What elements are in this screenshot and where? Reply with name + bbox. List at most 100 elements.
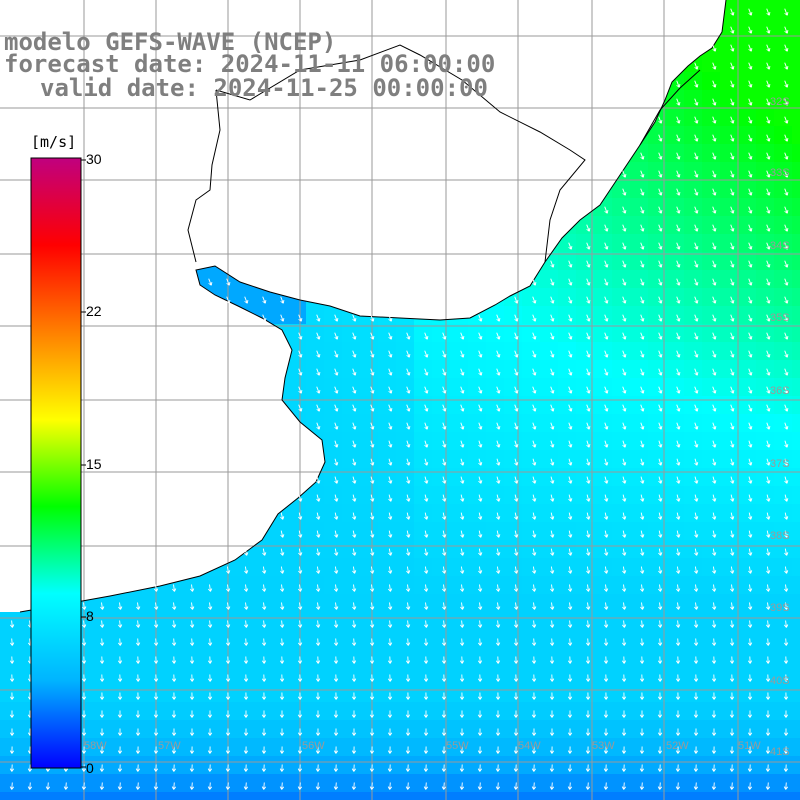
speed-cell xyxy=(486,576,504,594)
wind-arrow xyxy=(262,548,267,556)
speed-cell xyxy=(540,306,558,324)
speed-cell xyxy=(774,792,792,800)
speed-cell xyxy=(468,666,486,684)
wind-arrow xyxy=(81,710,87,718)
speed-cell xyxy=(648,522,666,540)
wind-arrow xyxy=(549,584,555,592)
wind-arrow xyxy=(262,296,267,304)
wind-arrow xyxy=(207,728,213,736)
speed-cell xyxy=(702,414,720,432)
wind-arrow xyxy=(766,8,771,16)
speed-cell xyxy=(432,630,450,648)
speed-cell xyxy=(108,594,126,612)
wind-arrow xyxy=(748,386,753,394)
wind-arrow xyxy=(604,278,609,286)
speed-cell xyxy=(792,162,800,180)
speed-cell xyxy=(756,576,774,594)
wind-arrow xyxy=(424,530,429,538)
wind-arrow xyxy=(640,224,645,232)
speed-cell xyxy=(108,666,126,684)
wind-arrow xyxy=(676,170,681,178)
speed-cell xyxy=(666,540,684,558)
wind-arrow xyxy=(676,314,681,322)
speed-cell xyxy=(630,252,648,270)
speed-cell xyxy=(756,792,774,800)
speed-cell xyxy=(630,450,648,468)
wind-arrow xyxy=(117,656,123,664)
speed-cell xyxy=(216,648,234,666)
speed-cell xyxy=(360,504,378,522)
wind-arrow xyxy=(333,746,339,754)
speed-cell xyxy=(612,360,630,378)
wind-arrow xyxy=(442,440,447,448)
wind-arrow xyxy=(243,692,249,700)
speed-cell xyxy=(486,774,504,792)
wind-arrow xyxy=(262,566,267,574)
wind-arrow xyxy=(136,602,141,610)
speed-cell xyxy=(594,594,612,612)
speed-cell xyxy=(0,702,18,720)
speed-cell xyxy=(342,576,360,594)
speed-cell xyxy=(684,612,702,630)
wind-arrow xyxy=(207,674,213,682)
speed-cell xyxy=(684,684,702,702)
wind-arrow xyxy=(153,692,159,700)
wind-arrow xyxy=(712,152,717,160)
wind-arrow xyxy=(658,440,663,448)
wind-arrow xyxy=(460,386,465,394)
wind-arrow xyxy=(298,368,303,376)
wind-arrow xyxy=(712,242,717,250)
speed-cell xyxy=(558,414,576,432)
speed-cell xyxy=(702,684,720,702)
wind-arrow xyxy=(316,422,321,430)
speed-cell xyxy=(702,540,720,558)
speed-cell xyxy=(468,486,486,504)
wind-arrow xyxy=(334,440,339,448)
wind-arrow xyxy=(531,764,537,772)
speed-cell xyxy=(774,396,792,414)
wind-arrow xyxy=(694,566,699,574)
wind-arrow xyxy=(567,656,573,664)
wind-arrow xyxy=(459,620,465,628)
wind-arrow xyxy=(423,728,429,736)
speed-cell xyxy=(540,648,558,666)
wind-arrow xyxy=(514,602,519,610)
wind-arrow xyxy=(460,332,465,340)
wind-arrow xyxy=(640,386,645,394)
wind-arrow xyxy=(784,224,789,232)
speed-cell xyxy=(252,612,270,630)
wind-arrow xyxy=(567,692,573,700)
wind-arrow xyxy=(711,620,717,628)
speed-cell xyxy=(576,450,594,468)
wind-arrow xyxy=(334,530,339,538)
wind-arrow xyxy=(604,512,609,520)
speed-cell xyxy=(54,774,72,792)
speed-cell xyxy=(720,612,738,630)
wind-arrow xyxy=(784,260,789,268)
speed-cell xyxy=(432,774,450,792)
wind-arrow xyxy=(171,710,177,718)
speed-cell xyxy=(414,702,432,720)
speed-cell xyxy=(252,774,270,792)
speed-cell xyxy=(558,450,576,468)
wind-arrow xyxy=(442,530,447,538)
wind-arrow xyxy=(766,332,771,340)
wind-arrow xyxy=(694,170,699,178)
wind-arrow xyxy=(550,278,555,286)
wind-arrow xyxy=(640,422,645,430)
wind-arrow xyxy=(315,764,321,772)
speed-cell xyxy=(360,360,378,378)
wind-arrow xyxy=(442,350,447,358)
colorbar-tick-8: 8 xyxy=(86,608,94,624)
speed-cell xyxy=(720,558,738,576)
wind-arrow xyxy=(514,422,519,430)
speed-cell xyxy=(576,252,594,270)
wind-arrow xyxy=(441,656,447,664)
wind-arrow xyxy=(423,656,429,664)
speed-cell xyxy=(738,576,756,594)
speed-cell xyxy=(234,774,252,792)
speed-cell xyxy=(648,774,666,792)
speed-cell xyxy=(630,522,648,540)
speed-cell xyxy=(702,450,720,468)
speed-cell xyxy=(702,720,720,738)
